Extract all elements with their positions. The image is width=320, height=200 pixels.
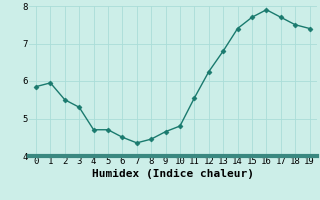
X-axis label: Humidex (Indice chaleur): Humidex (Indice chaleur) xyxy=(92,169,254,179)
